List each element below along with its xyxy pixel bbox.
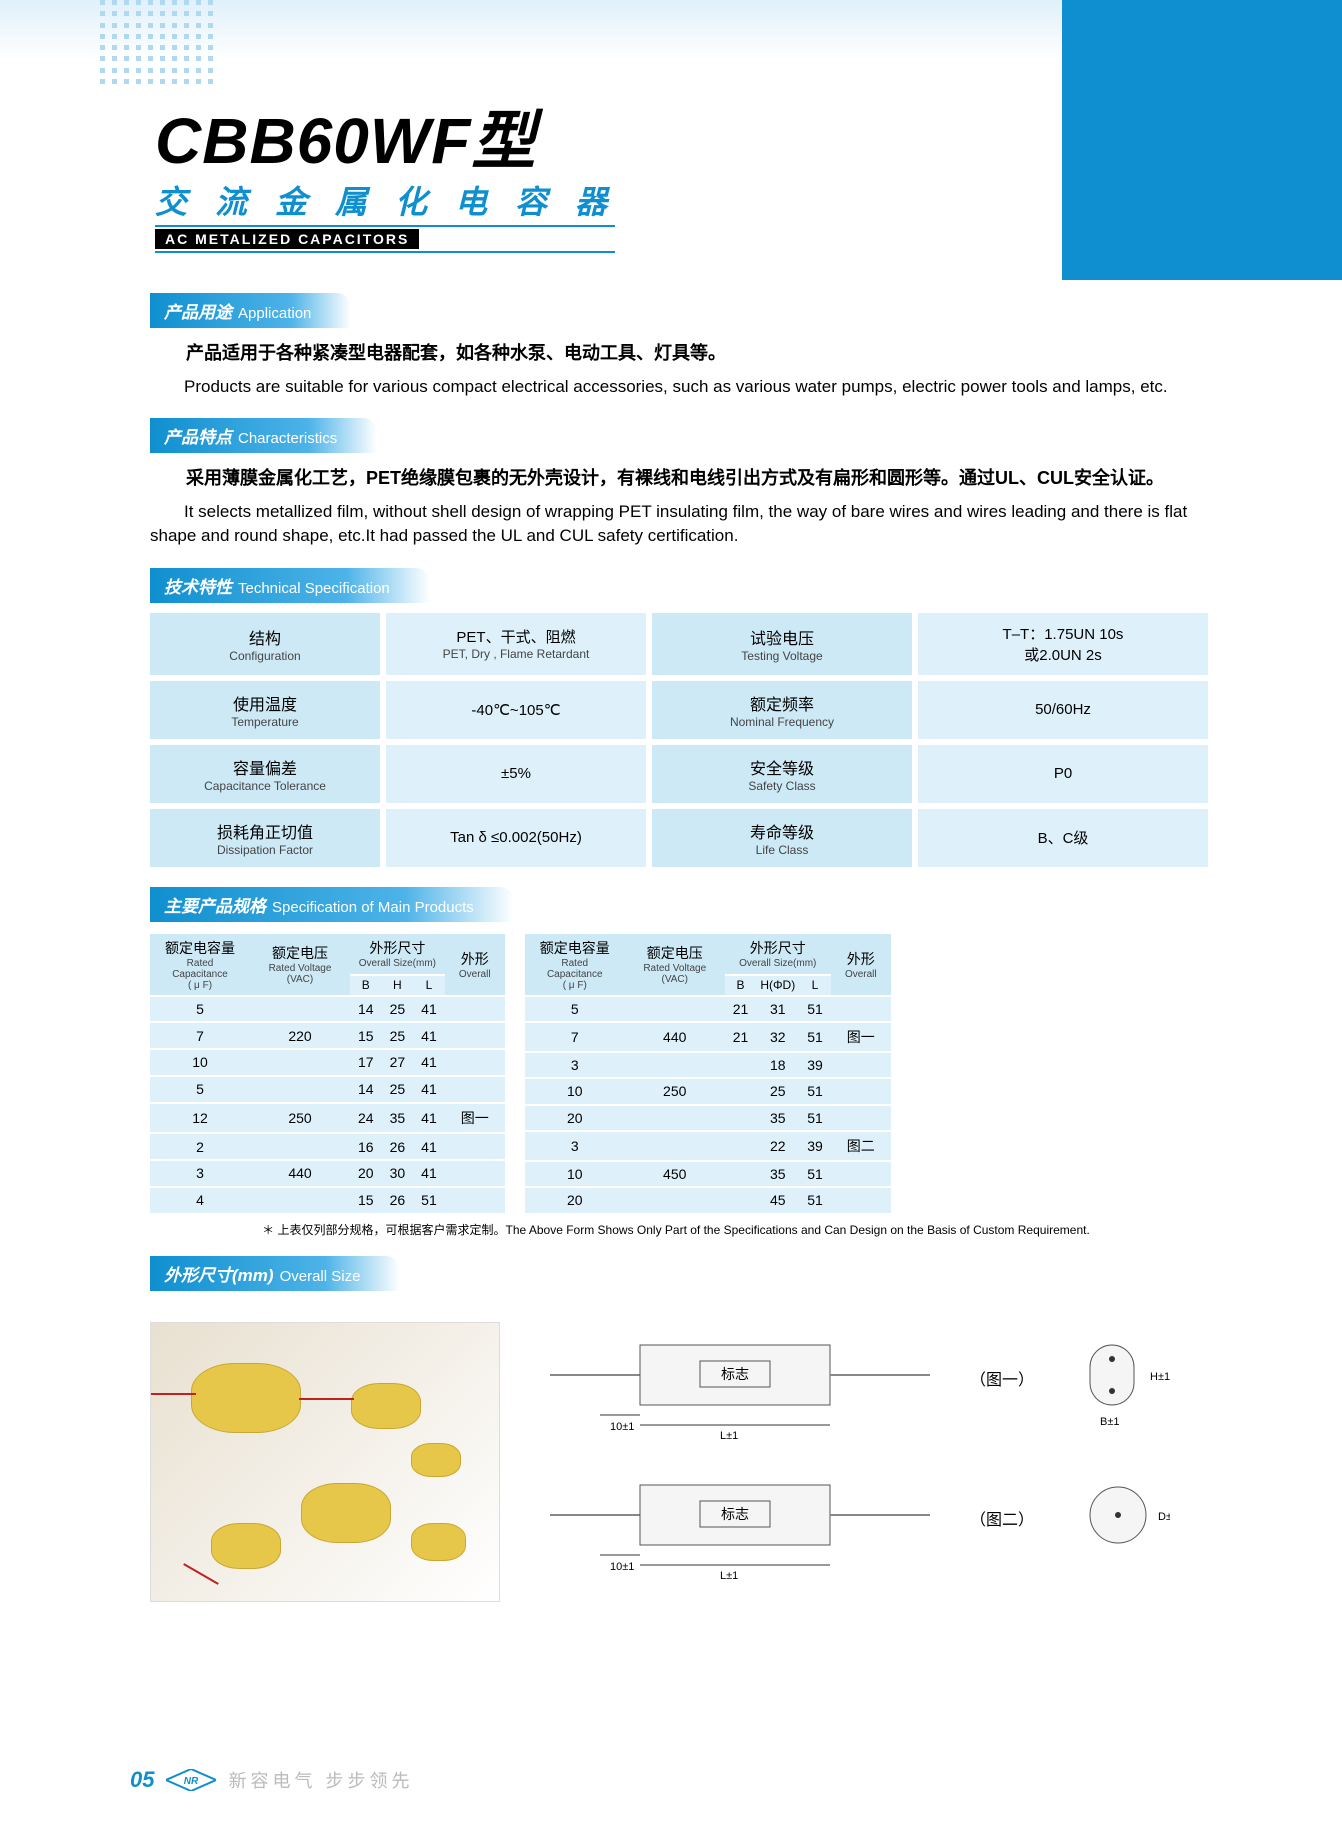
- table-row: 104503551: [525, 1162, 891, 1186]
- characteristics-body-en: It selects metallized film, without shel…: [150, 500, 1202, 548]
- table-row: 5142541: [150, 1077, 505, 1102]
- techspec-heading-en: Technical Specification: [238, 580, 390, 597]
- mainspec-heading: 主要产品规格 Specification of Main Products: [150, 887, 514, 922]
- svg-text:（图二）: （图二）: [970, 1511, 1034, 1529]
- techspec-value: T–T：1.75UN 10s或2.0UN 2s: [918, 613, 1208, 675]
- svg-text:10±1: 10±1: [610, 1561, 634, 1573]
- table-row: 31839: [525, 1053, 891, 1077]
- mainspec-note: ＊ 上表仅列部分规格，可根据客户需求定制。The Above Form Show…: [150, 1221, 1202, 1238]
- mainspec-heading-en: Specification of Main Products: [272, 899, 474, 916]
- page-number: 05: [130, 1767, 154, 1793]
- application-heading: 产品用途 Application: [150, 293, 351, 328]
- overallsize-heading: 外形尺寸(mm) Overall Size: [150, 1256, 400, 1291]
- company-logo-icon: NR: [166, 1769, 216, 1791]
- table-row: 7440213251图一: [525, 1023, 891, 1051]
- techspec-value: P0: [918, 745, 1208, 803]
- techspec-value: Tan δ ≤0.002(50Hz): [386, 809, 646, 867]
- subtitle-cn: 交流金属化电容器: [155, 177, 1342, 223]
- techspec-label: 结构Configuration: [150, 613, 380, 675]
- svg-text:标志: 标志: [721, 1506, 749, 1522]
- techspec-heading: 技术特性 Technical Specification: [150, 568, 430, 603]
- technical-drawings: 标志 10±1 L±1 （图一） H±1 B±1: [530, 1315, 1202, 1610]
- table-row: 4152651: [150, 1188, 505, 1213]
- characteristics-heading-en: Characteristics: [238, 430, 337, 447]
- application-body-cn: 产品适用于各种紧凑型电器配套，如各种水泵、电动工具、灯具等。: [150, 338, 1202, 369]
- techspec-value: -40℃~105℃: [386, 681, 646, 739]
- table-row: 3440203041: [150, 1161, 505, 1186]
- techspec-label: 损耗角正切值Dissipation Factor: [150, 809, 380, 867]
- table-row: 32239图二: [525, 1132, 891, 1160]
- table-row: 7220152541: [150, 1023, 505, 1048]
- product-photo: [150, 1322, 500, 1602]
- techspec-label: 试验电压Testing Voltage: [652, 613, 912, 675]
- techspec-value: PET、干式、阻燃PET, Dry , Flame Retardant: [386, 613, 646, 675]
- techspec-label: 使用温度Temperature: [150, 681, 380, 739]
- techspec-label: 容量偏差Capacitance Tolerance: [150, 745, 380, 803]
- overallsize-heading-cn: 外形尺寸(mm): [164, 1266, 274, 1285]
- overallsize-heading-en: Overall Size: [280, 1268, 361, 1285]
- techspec-label: 安全等级Safety Class: [652, 745, 912, 803]
- svg-text:NR: NR: [184, 1776, 199, 1787]
- techspec-heading-cn: 技术特性: [164, 578, 232, 597]
- characteristics-heading-cn: 产品特点: [164, 428, 232, 447]
- techspec-value: ±5%: [386, 745, 646, 803]
- page-footer: 05 NR 新容电气 步步领先: [130, 1767, 414, 1793]
- characteristics-heading: 产品特点 Characteristics: [150, 418, 377, 453]
- svg-text:10±1: 10±1: [610, 1421, 634, 1433]
- mainspec-heading-cn: 主要产品规格: [164, 897, 266, 916]
- table-row: 204551: [525, 1188, 891, 1212]
- application-heading-en: Application: [238, 305, 311, 322]
- mainspec-right-table: 额定电容量Rated Capacitance( μ F) 额定电压Rated V…: [525, 932, 891, 1215]
- overallsize-diagrams: 标志 10±1 L±1 （图一） H±1 B±1: [150, 1315, 1202, 1610]
- drawing-svg: 标志 10±1 L±1 （图一） H±1 B±1: [530, 1315, 1170, 1605]
- model-title: CBB60WF型: [155, 90, 1342, 182]
- svg-text:（图一）: （图一）: [970, 1371, 1034, 1389]
- subtitle-en: AC METALIZED CAPACITORS: [155, 229, 419, 249]
- table-row: 10172741: [150, 1050, 505, 1075]
- svg-text:D±1: D±1: [1158, 1511, 1170, 1523]
- table-row: 102502551: [525, 1079, 891, 1103]
- svg-text:L±1: L±1: [720, 1430, 738, 1442]
- svg-text:L±1: L±1: [720, 1570, 738, 1582]
- table-row: 2162641: [150, 1134, 505, 1159]
- application-body-en: Products are suitable for various compac…: [150, 375, 1202, 399]
- techspec-label: 寿命等级Life Class: [652, 809, 912, 867]
- application-heading-cn: 产品用途: [164, 303, 232, 322]
- characteristics-body-cn: 采用薄膜金属化工艺，PET绝缘膜包裹的无外壳设计，有裸线和电线引出方式及有扁形和…: [150, 463, 1202, 494]
- fig1-label: 标志: [721, 1366, 749, 1382]
- table-row: 5142541: [150, 997, 505, 1022]
- table-row: 5213151: [525, 997, 891, 1021]
- footer-slogan: 新容电气 步步领先: [228, 1767, 413, 1793]
- mainspec-left-table: 额定电容量Rated Capacitance( μ F) 额定电压Rated V…: [150, 932, 505, 1215]
- page-header: CBB60WF型 交流金属化电容器 AC METALIZED CAPACITOR…: [0, 0, 1342, 253]
- svg-text:B±1: B±1: [1100, 1416, 1120, 1428]
- techspec-table: 结构ConfigurationPET、干式、阻燃PET, Dry , Flame…: [150, 613, 1202, 867]
- table-row: 12250243541图一: [150, 1104, 505, 1133]
- subtitle-bar: AC METALIZED CAPACITORS: [155, 225, 615, 253]
- mainspec-tables: 额定电容量Rated Capacitance( μ F) 额定电压Rated V…: [150, 932, 1202, 1213]
- techspec-value: B、C级: [918, 809, 1208, 867]
- table-row: 203551: [525, 1106, 891, 1130]
- techspec-label: 额定频率Nominal Frequency: [652, 681, 912, 739]
- svg-text:H±1: H±1: [1150, 1371, 1170, 1383]
- techspec-value: 50/60Hz: [918, 681, 1208, 739]
